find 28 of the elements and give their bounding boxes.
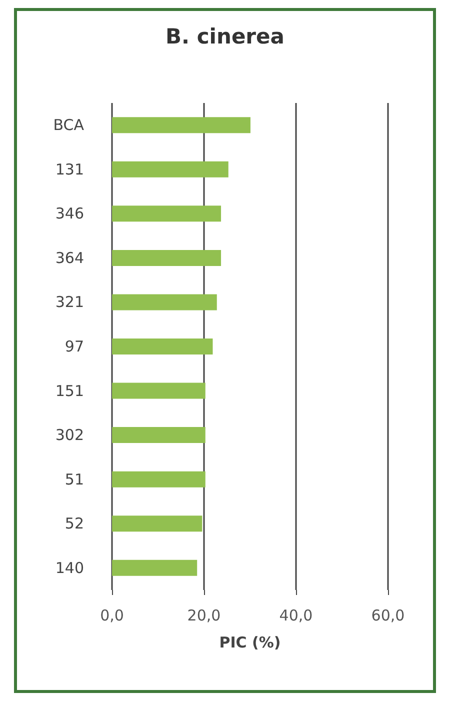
bar [112, 471, 206, 488]
x-tick-label: 40,0 [279, 606, 313, 624]
y-tick-label: 151 [55, 382, 84, 400]
y-tick-label: 321 [55, 293, 84, 312]
bar [112, 206, 222, 222]
chart-title: B. cinerea [166, 24, 284, 48]
y-tick-label: 51 [64, 470, 84, 488]
y-tick-label: 346 [55, 204, 84, 223]
bar [112, 117, 250, 134]
y-tick-label: 302 [55, 426, 84, 444]
y-tick-label: 52 [64, 514, 84, 533]
y-tick-label: BCA [53, 116, 85, 134]
y-tick-label: 97 [64, 338, 84, 356]
y-tick-label: 364 [55, 248, 84, 267]
bar [112, 294, 217, 310]
bar [112, 427, 206, 444]
bar [112, 560, 198, 576]
x-tick-label: 0,0 [100, 606, 124, 624]
bar [112, 382, 206, 399]
x-axis-title: PIC (%) [219, 634, 281, 652]
bar [112, 161, 228, 178]
y-tick-label: 131 [55, 160, 84, 178]
x-tick-label: 60,0 [371, 606, 405, 624]
x-tick-label: 20,0 [187, 606, 221, 624]
y-tick-label: 140 [55, 558, 84, 577]
bar [112, 250, 222, 266]
bar [112, 516, 202, 532]
bar [112, 338, 213, 354]
